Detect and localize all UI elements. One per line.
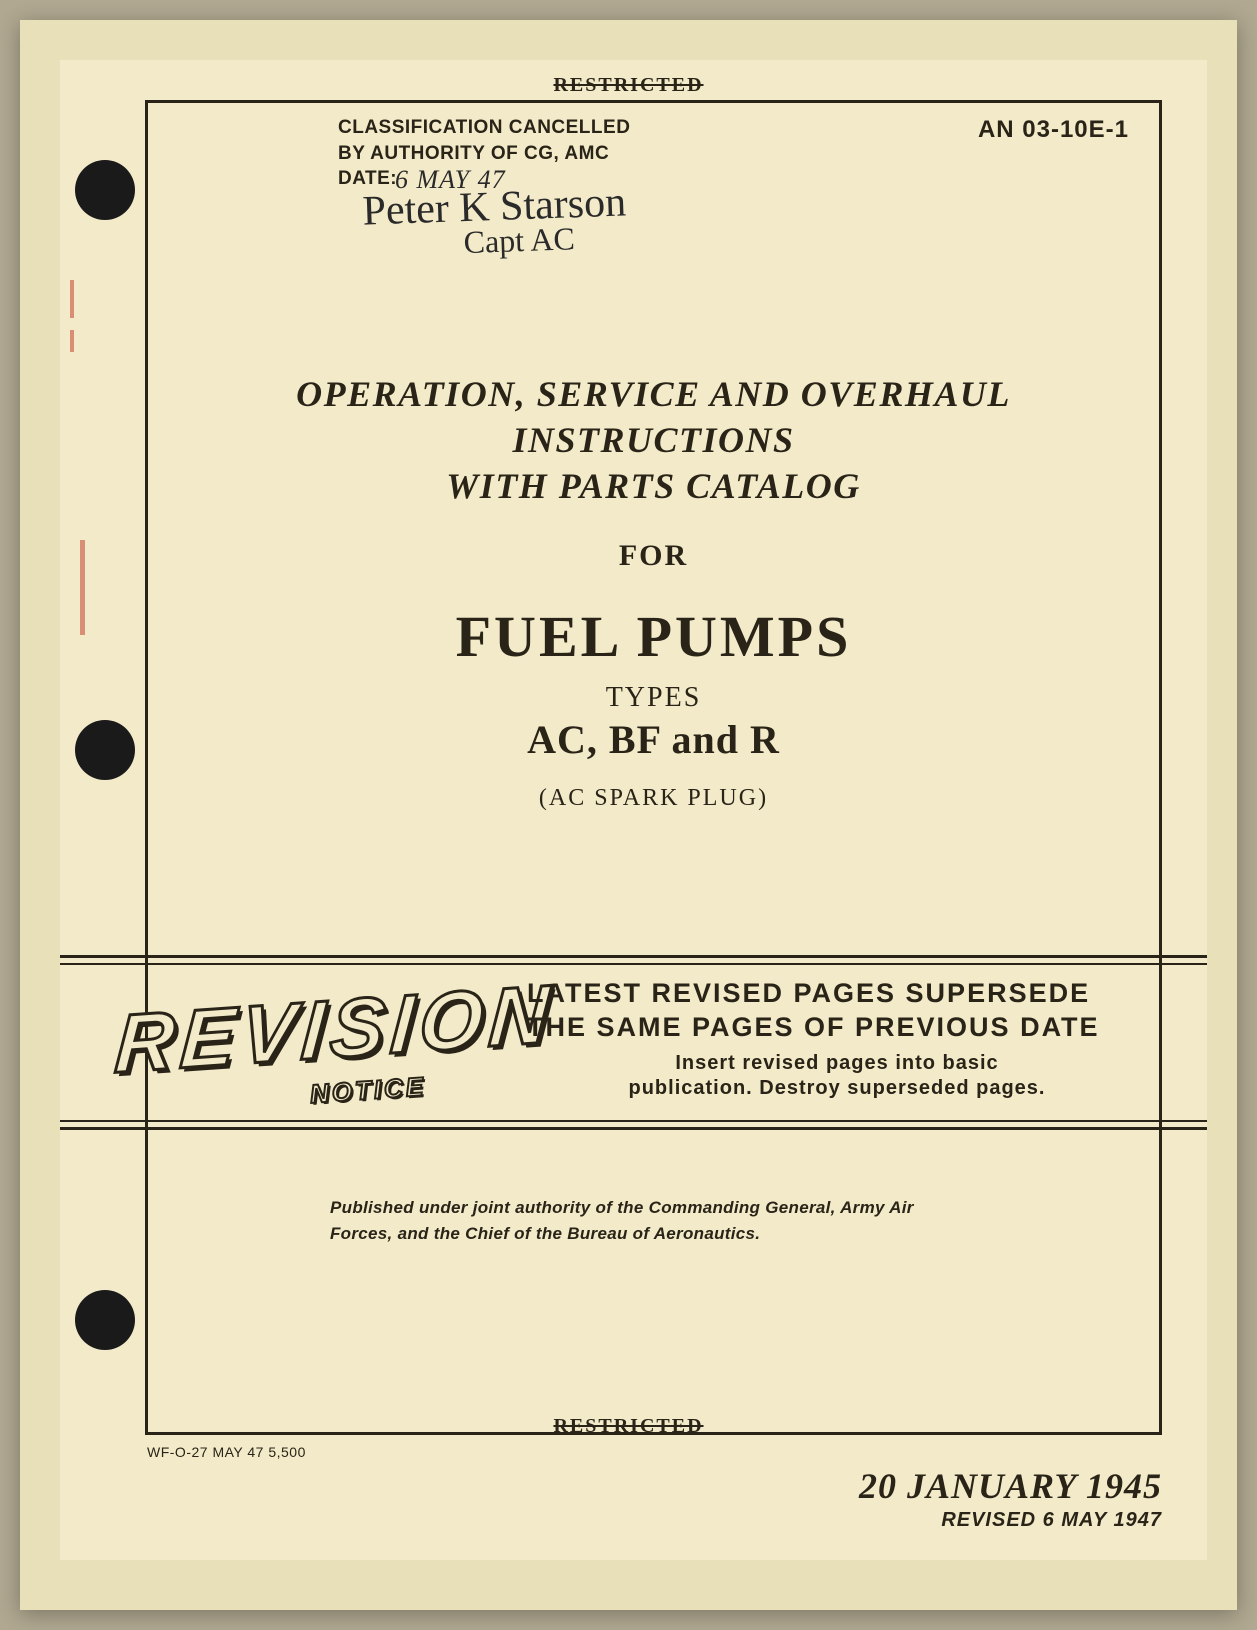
restricted-label-bottom: RESTRICTED (553, 1415, 703, 1438)
restricted-label-top: RESTRICTED (553, 74, 703, 97)
revision-instruction: Insert revised pages into basic publicat… (527, 1051, 1147, 1101)
title-main: FUEL PUMPS (148, 603, 1159, 670)
date-block: 20 JANUARY 1945 REVISED 6 MAY 1947 (859, 1465, 1162, 1532)
revision-word: REVISION (112, 967, 557, 1092)
publication-date: 20 JANUARY 1945 (859, 1465, 1162, 1507)
publication-authority-note: Published under joint authority of the C… (330, 1195, 960, 1246)
binding-mark (80, 540, 85, 635)
punch-hole (75, 720, 135, 780)
signature-title: Capt AC (463, 226, 627, 254)
revision-notice-word: NOTICE (309, 1071, 427, 1110)
title-line: WITH PARTS CATALOG (148, 465, 1159, 507)
classification-line: BY AUTHORITY OF CG, AMC (338, 141, 630, 167)
rule-line (60, 1120, 1207, 1130)
title-block: OPERATION, SERVICE AND OVERHAUL INSTRUCT… (148, 373, 1159, 812)
revision-notice-band: REVISION NOTICE LATEST REVISED PAGES SUP… (60, 955, 1207, 1130)
revision-date: REVISED 6 MAY 1947 (859, 1509, 1162, 1532)
binding-mark (70, 330, 74, 352)
title-models: AC, BF and R (148, 716, 1159, 763)
rule-line (60, 955, 1207, 965)
punch-hole (75, 160, 135, 220)
title-types-label: TYPES (148, 682, 1159, 714)
classification-line: CLASSIFICATION CANCELLED (338, 115, 630, 141)
print-code: WF-O-27 MAY 47 5,500 (147, 1444, 306, 1460)
revision-text-block: LATEST REVISED PAGES SUPERSEDE THE SAME … (527, 977, 1147, 1101)
punch-hole (75, 1290, 135, 1350)
document-page: RESTRICTED CLASSIFICATION CANCELLED BY A… (20, 20, 1237, 1610)
revision-headline: LATEST REVISED PAGES SUPERSEDE THE SAME … (527, 977, 1147, 1045)
title-line: OPERATION, SERVICE AND OVERHAUL (148, 373, 1159, 415)
title-manufacturer: (AC SPARK PLUG) (148, 785, 1159, 812)
title-for: FOR (148, 539, 1159, 573)
title-line: INSTRUCTIONS (148, 419, 1159, 461)
document-number: AN 03-10E-1 (978, 116, 1129, 144)
signature: Peter K Starson Capt AC (362, 188, 628, 257)
binding-mark (70, 280, 74, 318)
